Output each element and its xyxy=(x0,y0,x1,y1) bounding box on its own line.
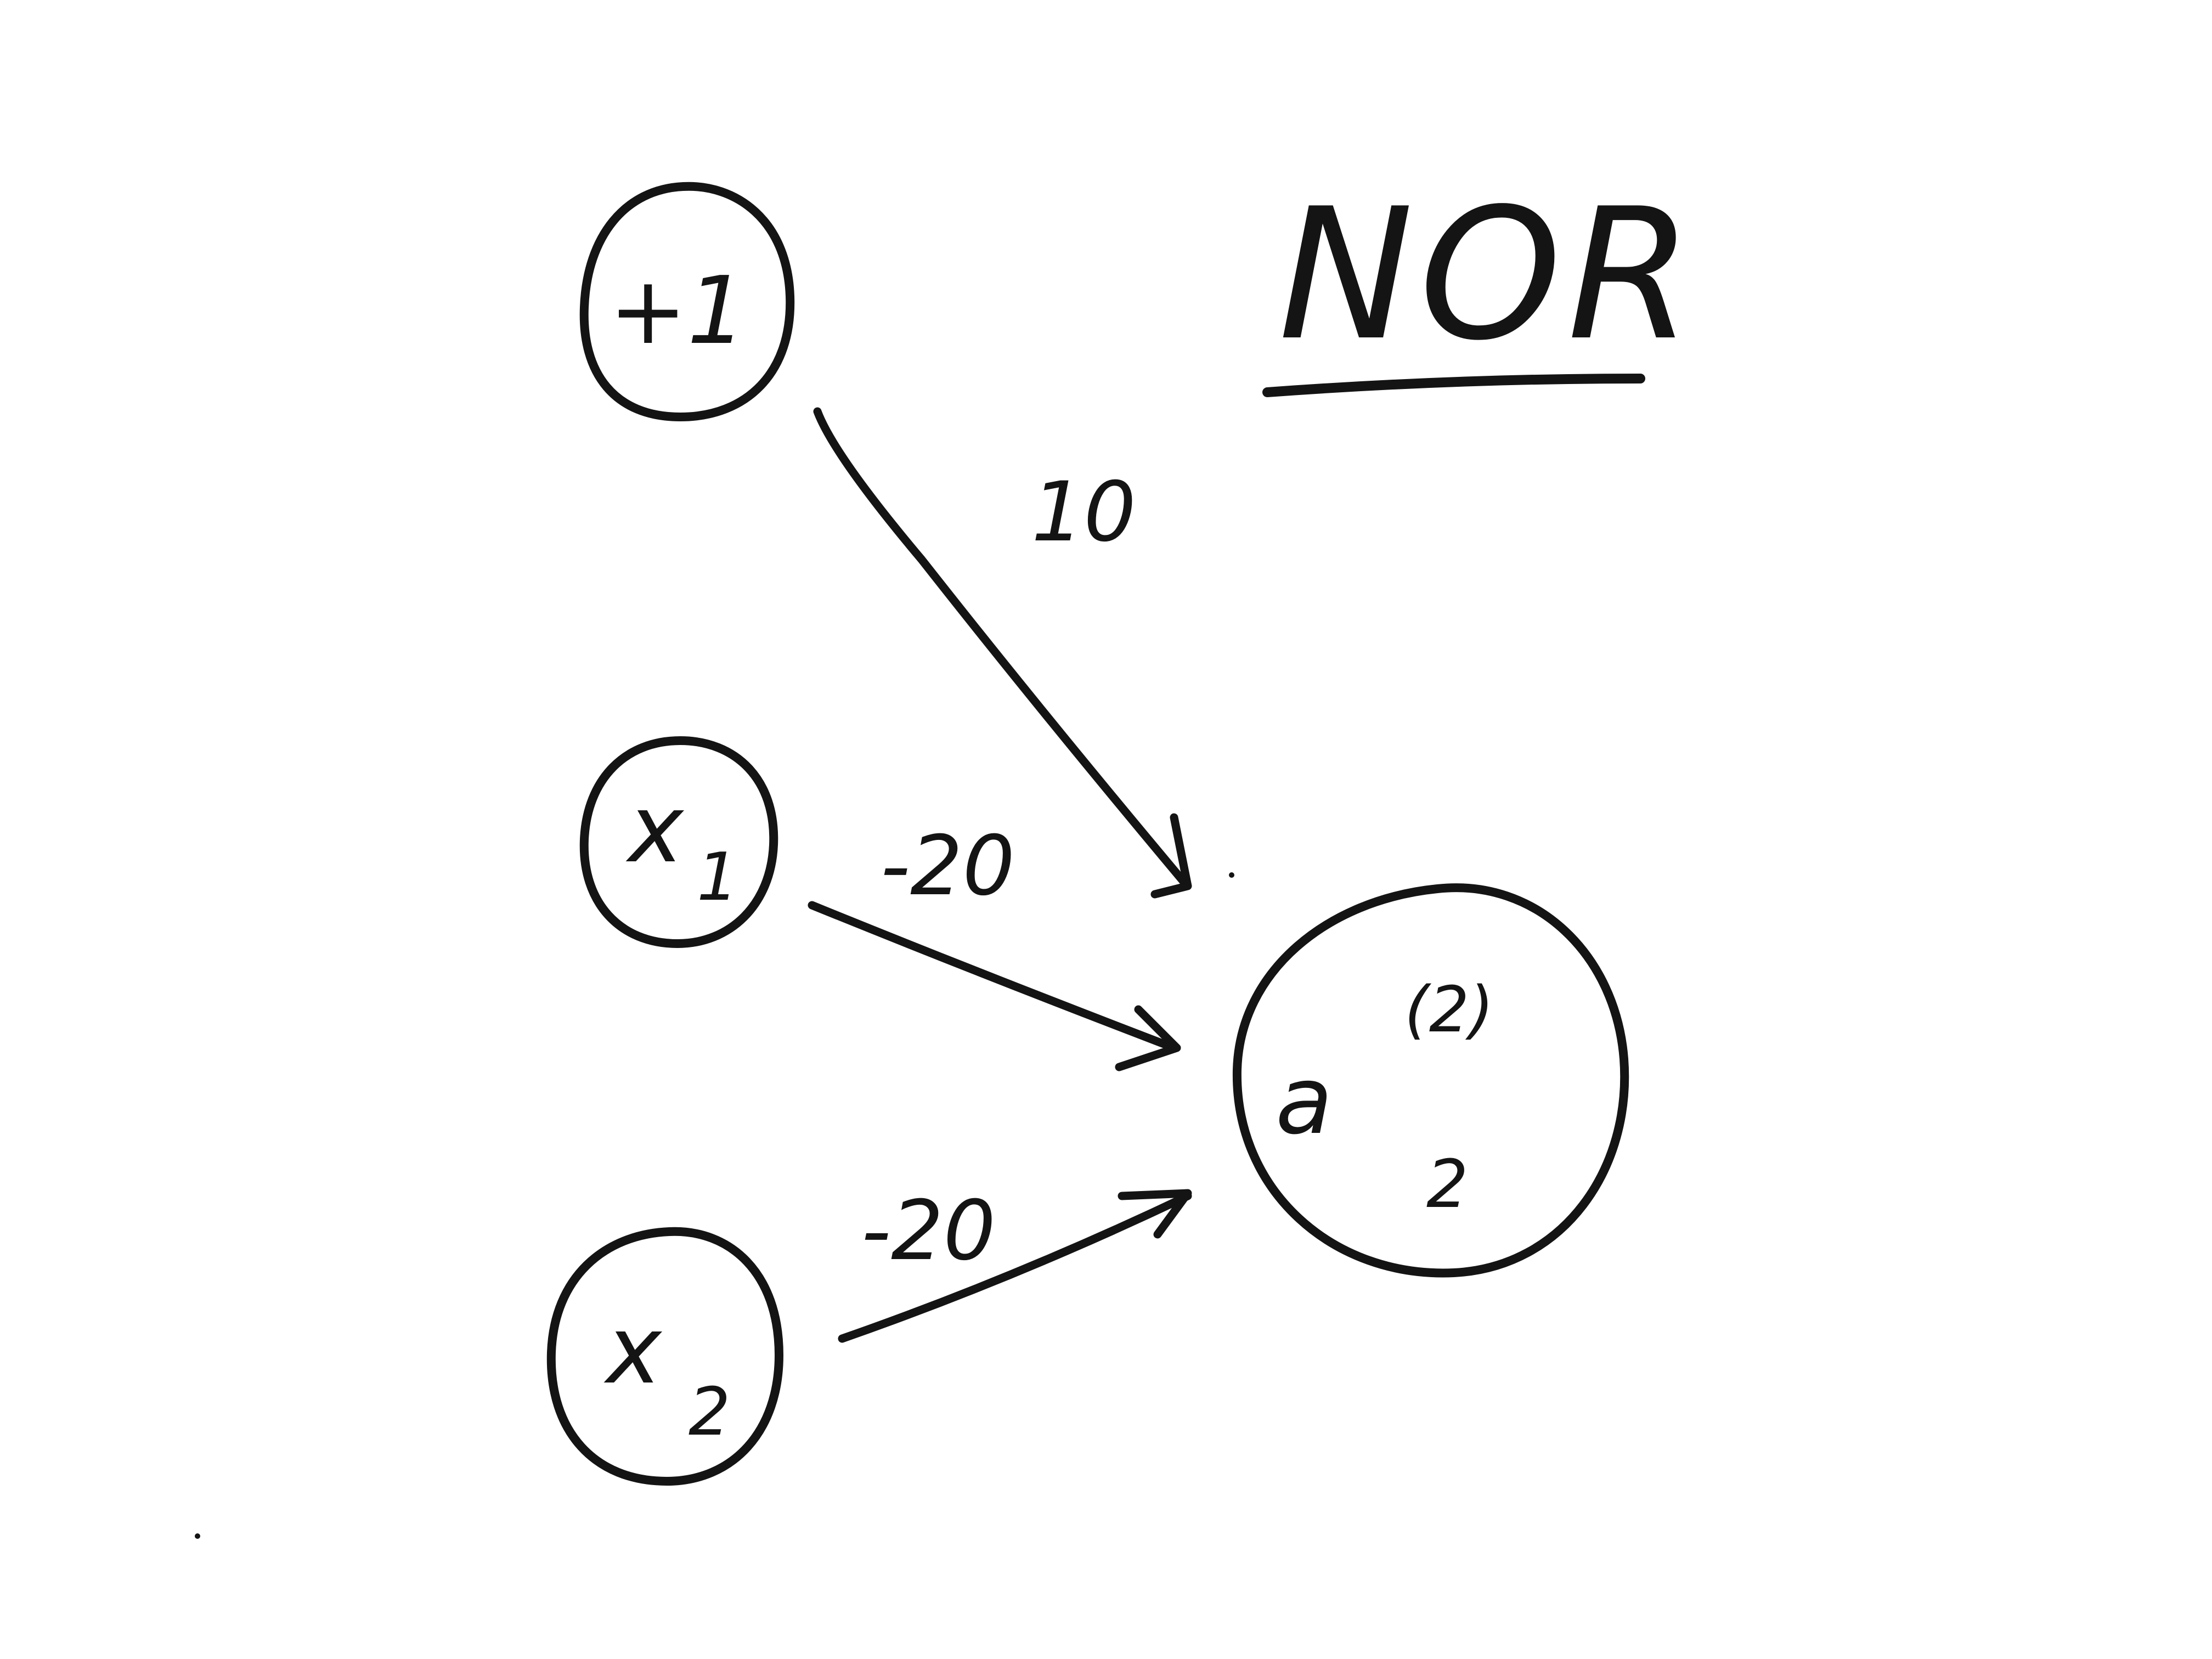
edge-x2-to-output: -20 xyxy=(838,1183,1192,1343)
ink-speck xyxy=(195,1533,200,1539)
node-bias: +1 xyxy=(579,182,795,421)
node-output-label: a xyxy=(1276,1047,1333,1155)
node-x1: x 1 xyxy=(579,736,778,948)
edge-bias-to-output: 10 xyxy=(813,407,1192,899)
edge-bias-weight: 10 xyxy=(1031,465,1136,560)
node-x1-circle xyxy=(579,736,778,948)
edge-x1-to-output: -20 xyxy=(808,819,1181,1071)
edge-x1-line xyxy=(808,901,1178,1052)
edge-x1-weight: -20 xyxy=(881,819,1015,914)
node-output: a (2) 2 xyxy=(1232,883,1629,1278)
node-output-subscript: 2 xyxy=(1426,1147,1468,1223)
edge-bias-arrowhead xyxy=(1150,813,1192,899)
node-x2-label: x xyxy=(603,1296,663,1405)
node-output-superscript: (2) xyxy=(1404,973,1494,1047)
edge-x1-arrowhead xyxy=(1115,1005,1181,1071)
ink-speck xyxy=(1229,872,1234,878)
diagram-title: NOR xyxy=(1278,170,1699,380)
node-x2-subscript: 2 xyxy=(689,1374,730,1451)
node-x1-label: x xyxy=(625,775,685,884)
edge-x2-line xyxy=(838,1192,1192,1343)
node-x2: x 2 xyxy=(546,1227,783,1486)
title-underline xyxy=(1262,374,1645,397)
node-output-circle xyxy=(1232,883,1629,1278)
node-bias-label: +1 xyxy=(609,257,747,365)
edge-x2-weight: -20 xyxy=(861,1183,996,1279)
edge-x2-arrowhead xyxy=(1118,1189,1192,1239)
title-group: NOR xyxy=(1262,170,1699,397)
node-x2-circle xyxy=(546,1227,783,1486)
node-bias-circle xyxy=(579,182,795,421)
edge-bias-line xyxy=(813,407,1189,888)
node-x1-subscript: 1 xyxy=(697,839,738,916)
